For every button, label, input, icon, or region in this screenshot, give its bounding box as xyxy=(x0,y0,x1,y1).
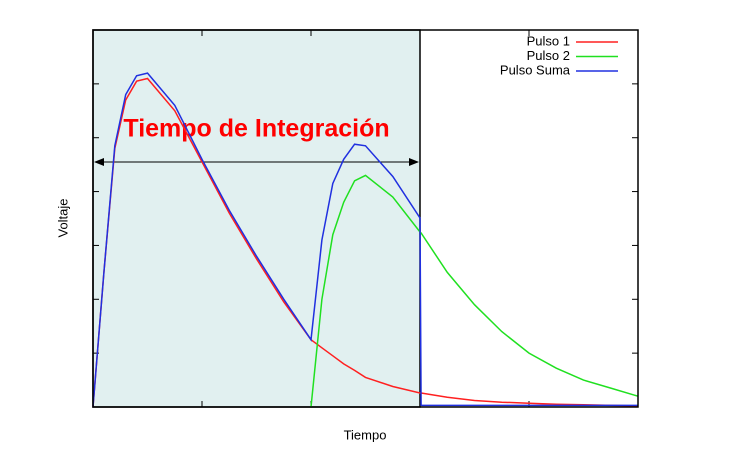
data-line xyxy=(92,77,639,408)
y-axis-label: Voltaje xyxy=(55,198,70,237)
legend-label: Pulso Suma xyxy=(500,62,571,77)
plot-frame xyxy=(92,29,639,408)
integration-region xyxy=(92,29,421,408)
legend-label: Pulso 2 xyxy=(527,48,570,63)
data-line xyxy=(92,72,638,408)
legend-label: Pulso 1 xyxy=(527,33,570,48)
x-axis-label: Tiempo xyxy=(344,427,387,442)
data-line xyxy=(310,174,639,408)
annotation-label: Tiempo de Integración xyxy=(123,115,389,143)
